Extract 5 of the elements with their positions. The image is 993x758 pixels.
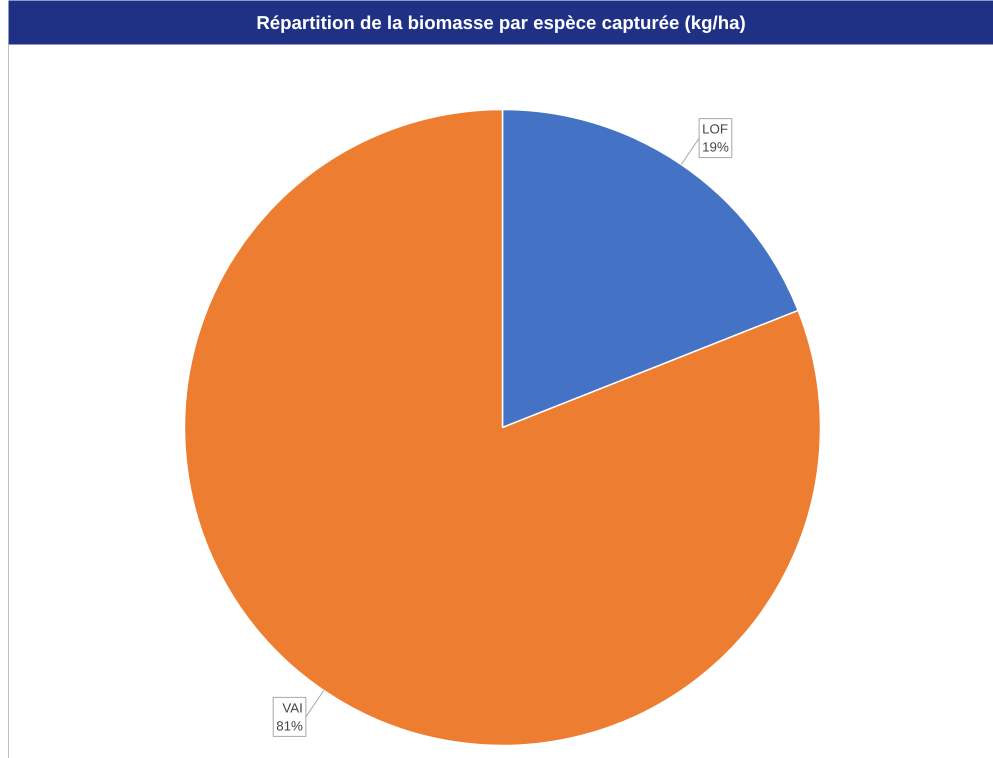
slice-label: LOF: [702, 122, 728, 137]
data-label: 81%: [276, 718, 304, 734]
chart-title: Répartition de la biomasse par espèce capturée (kg/ha): [256, 12, 746, 33]
data-label: 19%: [702, 140, 729, 155]
slice-label: VAI: [282, 700, 303, 716]
